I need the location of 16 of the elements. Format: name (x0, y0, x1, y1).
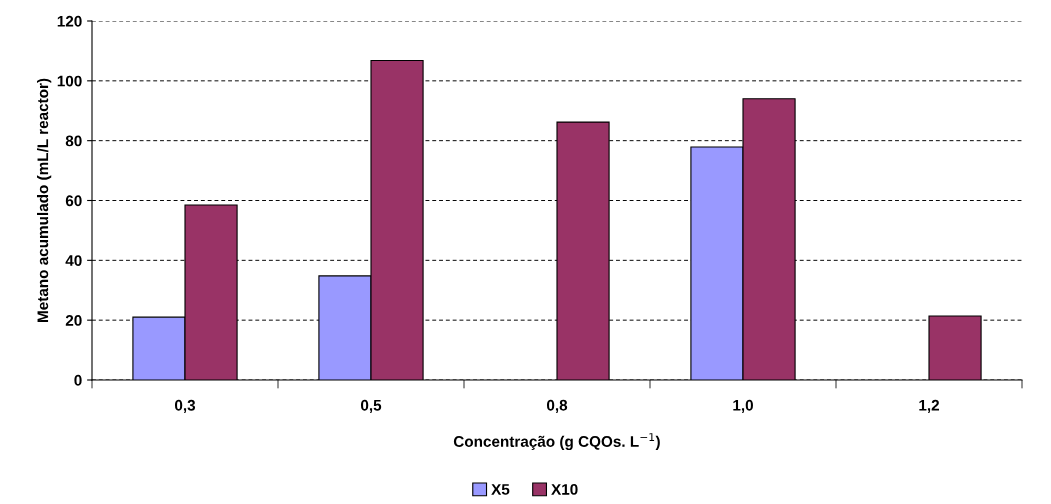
y-tick-label: 0 (74, 374, 82, 386)
legend-label: X10 (551, 483, 578, 495)
x-tick-label: 0,3 (174, 399, 196, 413)
x-tick-label: 1,0 (733, 399, 753, 413)
y-tick-label: 20 (65, 315, 82, 326)
legend-label: X5 (491, 484, 510, 495)
x-axis-title: Concentração (g CQOs. L$^{−1}$) (453, 433, 660, 451)
x-tick-label: 0,8 (546, 399, 568, 413)
y-tick-label: 120 (57, 15, 82, 27)
x-tick-label: 0,5 (360, 399, 382, 413)
y-tick-label: 80 (65, 135, 82, 147)
y-axis-title: Metano acumulado (mL/L reactor) (36, 78, 52, 322)
y-tick-label: 100 (57, 75, 82, 87)
y-tick-label: 60 (65, 195, 82, 207)
x-tick-label: 1,2 (919, 399, 940, 413)
y-tick-label: 40 (65, 255, 82, 267)
